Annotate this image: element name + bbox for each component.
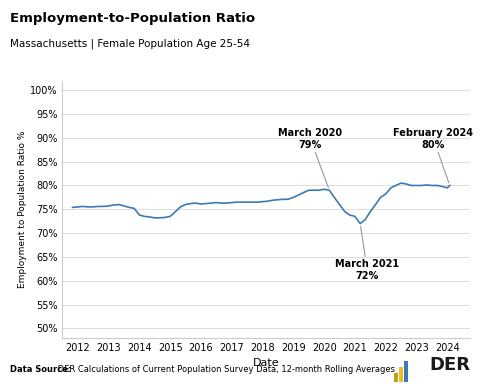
Text: Massachusetts | Female Population Age 25-54: Massachusetts | Female Population Age 25… [10,38,250,49]
Text: Data Source:: Data Source: [10,366,71,374]
Text: DER: DER [430,356,470,374]
X-axis label: Date: Date [253,358,280,368]
Text: February 2024
80%: February 2024 80% [394,128,473,183]
Text: March 2021
72%: March 2021 72% [335,226,399,281]
Text: Employment-to-Population Ratio: Employment-to-Population Ratio [10,12,255,25]
Bar [394,373,398,382]
Bar [404,361,408,382]
Bar [399,367,403,382]
Y-axis label: Employment to Population Ratio %: Employment to Population Ratio % [18,131,27,288]
Text: DER Calculations of Current Population Survey Data, 12-month Rolling Averages: DER Calculations of Current Population S… [55,366,395,374]
Text: March 2020
79%: March 2020 79% [278,128,342,188]
